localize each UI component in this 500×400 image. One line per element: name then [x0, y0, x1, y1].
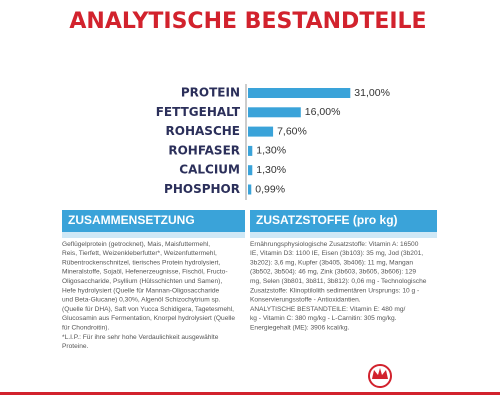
- text-line: ANALYTISCHE BESTANDTEILE: Vitamin E: 480…: [250, 306, 406, 313]
- value-label: 1,30%: [256, 145, 286, 157]
- section-title: ZUSATZSTOFFE (pro kg): [256, 213, 398, 227]
- text-line: Geflügelprotein (getrocknet), Mais, Mais…: [62, 241, 210, 248]
- value-label: 16,00%: [305, 106, 341, 118]
- header-box: [62, 210, 245, 232]
- text-line: Energiegehalt (ME): 3906 kcal/kg.: [250, 324, 349, 331]
- text-line: 3b202): 3,6 mg, Kupfer (3b405, 3b406): 1…: [250, 259, 413, 266]
- value-label: 1,30%: [256, 164, 286, 176]
- chart-title: ANALYTISCHE BESTANDTEILE: [69, 9, 426, 34]
- header-strip: [250, 232, 437, 238]
- text-line: für Chondroitin).: [62, 324, 109, 331]
- section-title: ZUSAMMENSETZUNG: [68, 213, 195, 227]
- bar: [248, 165, 253, 176]
- text-line: kg - Vitamin C: 380 mg/kg - L-Carnitin: …: [250, 315, 397, 322]
- footer-line: [0, 392, 500, 395]
- bar: [248, 126, 274, 137]
- bar: [248, 88, 351, 98]
- text-line: mg, Selen (3b801, 3b811, 3b812): 0,06 mg…: [250, 278, 427, 285]
- bar: [248, 107, 301, 118]
- text-line: *L.I.P.: Für ihre sehr hohe Verdaulichke…: [62, 334, 219, 341]
- text-line: Konservierungsstoffe - Antioxidantien.: [250, 297, 361, 304]
- text-line: Glucosamin aus Fermentation, Knorpel hyd…: [62, 315, 235, 322]
- category-label: PROTEIN: [181, 86, 240, 100]
- category-label: CALCIUM: [179, 163, 240, 177]
- category-label: FETTGEHALT: [156, 105, 241, 119]
- text-line: Reis, Tierfett, Weizenkleberfutter*, Wei…: [62, 250, 217, 257]
- text-line: Zusatzstoffe: Klinoptilolith sedimentäre…: [250, 287, 419, 294]
- text-line: und Beta-Glucane) 0,30%, Algenöl Schizoc…: [62, 297, 221, 304]
- value-label: 7,60%: [277, 125, 307, 137]
- text-line: Proteine.: [62, 343, 89, 350]
- text-line: Oligosaccharide, Psyllium (Hülsschichten…: [62, 278, 222, 285]
- category-label: PHOSPHOR: [164, 182, 240, 196]
- bar: [248, 145, 253, 156]
- category-label: ROHFASER: [168, 143, 240, 157]
- header-box: [250, 210, 437, 232]
- text-line: (3b502, 3b504): 46 mg, Zink (3b603, 3b60…: [250, 269, 416, 276]
- value-label: 0,99%: [255, 183, 285, 195]
- bar: [248, 184, 252, 195]
- value-label: 31,00%: [354, 87, 390, 99]
- text-line: Mineralstoffe, Sojaöl, Hefenerzeugnisse,…: [62, 269, 228, 276]
- header-strip: [62, 232, 245, 238]
- text-line: (Quelle für DHA), Saft von Yucca Schidig…: [62, 306, 234, 313]
- text-line: Hefe hydrolysiert (Quelle für Mannan-Oli…: [62, 287, 220, 294]
- logo: [368, 364, 392, 388]
- text-line: Ernährungsphysiologische Zusatzstoffe: V…: [250, 241, 419, 248]
- text-line: Rübentrockenschnitzel, tierisches Protei…: [62, 259, 220, 266]
- category-label: ROHASCHE: [166, 124, 240, 138]
- text-line: IE, Vitamin D3: 1100 IE, Eisen (3b103): …: [250, 250, 423, 257]
